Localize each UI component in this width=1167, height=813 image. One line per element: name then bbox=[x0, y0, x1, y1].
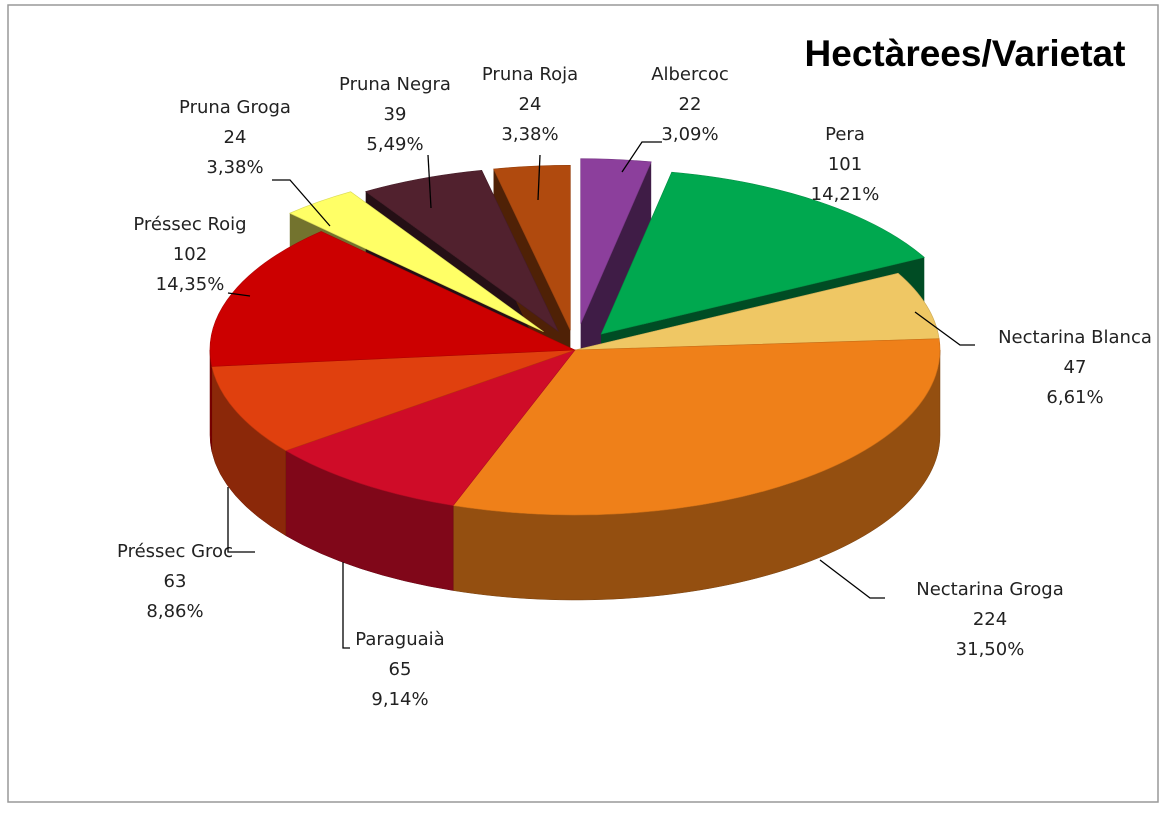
label-value: 224 bbox=[973, 609, 1007, 630]
slice bbox=[600, 171, 925, 335]
label-value: 65 bbox=[389, 659, 412, 680]
label-value: 24 bbox=[224, 127, 247, 148]
label-category: Pruna Groga bbox=[179, 97, 291, 118]
label-percentage: 9,14% bbox=[371, 689, 428, 710]
slice bbox=[211, 349, 576, 451]
label-value: 102 bbox=[173, 244, 207, 265]
label-percentage: 3,38% bbox=[501, 124, 558, 145]
slice bbox=[289, 191, 544, 333]
leader-line bbox=[537, 154, 541, 201]
data-label: Pera 101 14,21% bbox=[811, 124, 880, 205]
label-category: Nectarina Groga bbox=[916, 579, 1064, 600]
slice bbox=[574, 272, 940, 351]
label-percentage: 14,35% bbox=[156, 274, 225, 295]
slice bbox=[365, 170, 559, 332]
data-label: Préssec Groc 63 8,86% bbox=[117, 541, 233, 622]
label-category: Paraguaià bbox=[355, 629, 444, 650]
label-percentage: 3,38% bbox=[206, 157, 263, 178]
leader-line bbox=[621, 141, 662, 173]
leader-line bbox=[819, 559, 885, 599]
label-percentage: 31,50% bbox=[956, 639, 1025, 660]
label-value: 39 bbox=[384, 104, 407, 125]
label-percentage: 8,86% bbox=[146, 601, 203, 622]
label-value: 24 bbox=[519, 94, 542, 115]
slice bbox=[285, 349, 576, 506]
label-category: Pera bbox=[825, 124, 865, 145]
chart-title: Hectàrees/Varietat bbox=[805, 33, 1126, 74]
data-label: Nectarina Blanca 47 6,61% bbox=[998, 327, 1152, 408]
label-value: 47 bbox=[1064, 357, 1087, 378]
data-label: Nectarina Groga 224 31,50% bbox=[916, 579, 1064, 660]
leader-line bbox=[272, 179, 331, 227]
label-category: Pruna Roja bbox=[482, 64, 578, 85]
data-label: Pruna Groga 24 3,38% bbox=[179, 97, 291, 178]
leader-line bbox=[427, 154, 432, 209]
label-category: Albercoc bbox=[651, 64, 729, 85]
label-percentage: 6,61% bbox=[1046, 387, 1103, 408]
label-category: Nectarina Blanca bbox=[998, 327, 1152, 348]
label-category: Préssec Roig bbox=[133, 214, 246, 235]
label-percentage: 14,21% bbox=[811, 184, 880, 205]
data-label: Paraguaià 65 9,14% bbox=[355, 629, 444, 710]
leader-line bbox=[227, 487, 255, 553]
data-label: Albercoc 22 3,09% bbox=[651, 64, 729, 145]
leader-line bbox=[342, 562, 350, 649]
data-label: Pruna Negra 39 5,49% bbox=[339, 74, 451, 155]
label-value: 101 bbox=[828, 154, 862, 175]
label-percentage: 3,09% bbox=[661, 124, 718, 145]
label-category: Préssec Groc bbox=[117, 541, 233, 562]
label-value: 63 bbox=[164, 571, 187, 592]
leader-line bbox=[914, 311, 975, 346]
label-percentage: 5,49% bbox=[366, 134, 423, 155]
label-value: 22 bbox=[679, 94, 702, 115]
label-category: Pruna Negra bbox=[339, 74, 451, 95]
slice bbox=[580, 158, 652, 324]
data-label: Pruna Roja 24 3,38% bbox=[482, 64, 578, 145]
leader-line bbox=[227, 292, 251, 297]
slice bbox=[452, 338, 941, 516]
slice bbox=[493, 165, 571, 331]
data-label: Préssec Roig 102 14,35% bbox=[133, 214, 246, 295]
